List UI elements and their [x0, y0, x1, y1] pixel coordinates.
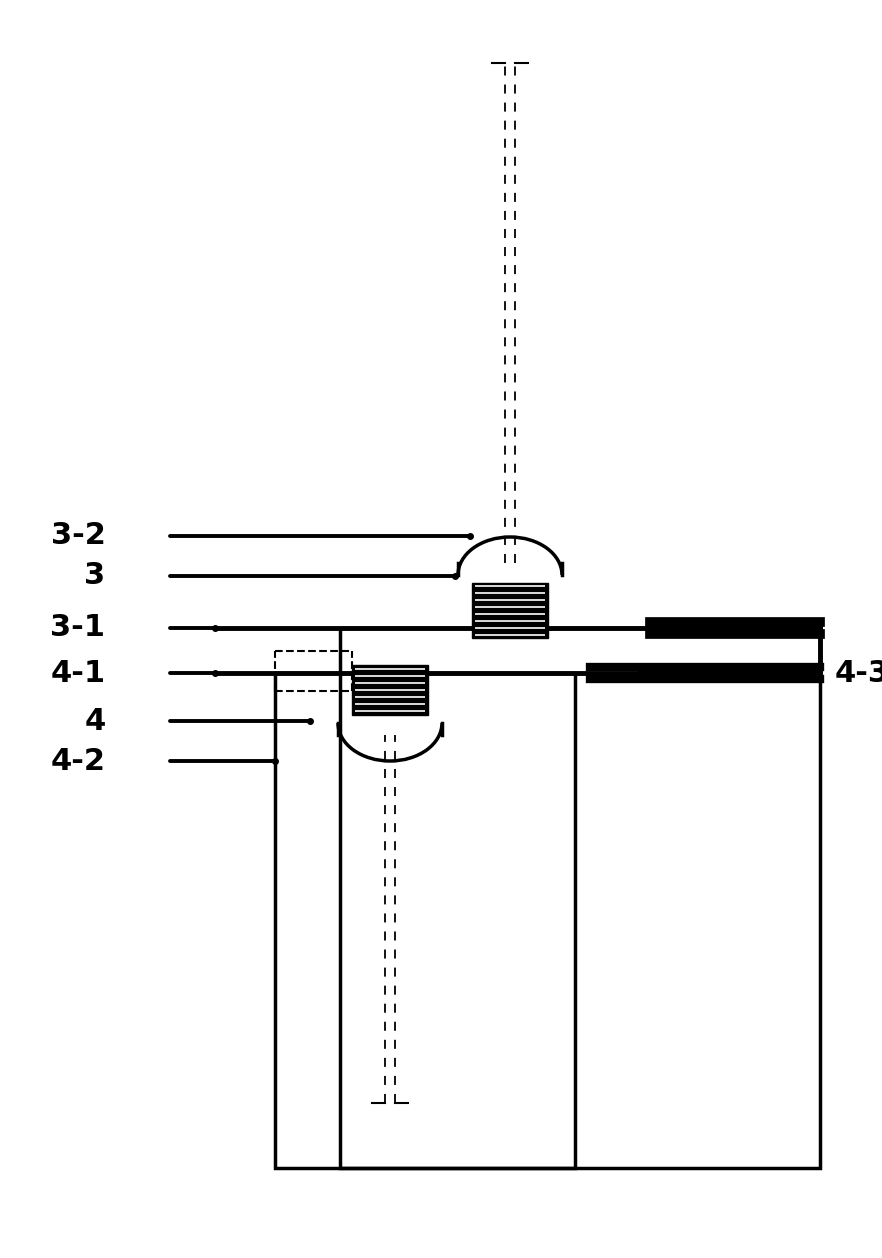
Bar — [472, 582, 548, 638]
Bar — [352, 665, 428, 715]
Bar — [340, 628, 820, 1167]
Text: 4-2: 4-2 — [50, 746, 106, 775]
Text: 4-3: 4-3 — [834, 658, 882, 688]
Text: 3-2: 3-2 — [50, 522, 106, 551]
Text: 3: 3 — [85, 561, 106, 590]
Bar — [275, 673, 575, 1167]
Text: 3-1: 3-1 — [50, 614, 106, 643]
Text: 4: 4 — [85, 707, 106, 736]
Text: 4-1: 4-1 — [50, 658, 106, 688]
